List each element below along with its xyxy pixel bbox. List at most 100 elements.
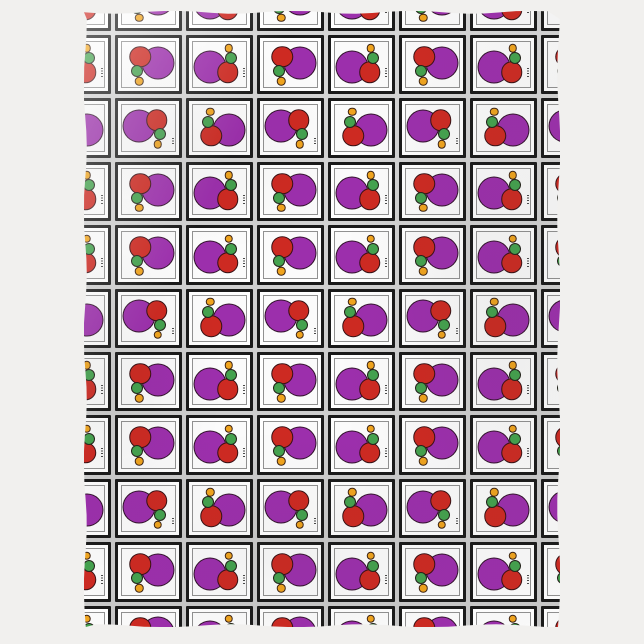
tile-frame — [399, 288, 466, 348]
tile-inner-mat — [192, 294, 247, 342]
artist-signature-mark — [243, 194, 245, 204]
tile-frame — [115, 225, 182, 285]
tile-frame — [470, 288, 537, 348]
pattern-tile-b — [84, 223, 113, 286]
tile-frame — [541, 98, 560, 158]
tile-frame — [470, 478, 537, 539]
tile-frame — [115, 35, 182, 95]
artist-signature-mark — [101, 258, 103, 268]
tile-frame — [84, 478, 111, 539]
orange-circle — [224, 44, 233, 53]
pattern-tile-d — [397, 96, 468, 159]
green-circle — [366, 369, 379, 382]
pattern-tile-a — [113, 604, 184, 627]
green-circle — [224, 559, 237, 572]
tile-inner-mat — [192, 548, 247, 596]
pattern-tile-b — [84, 540, 113, 603]
pattern-tile-a — [255, 11, 326, 33]
red-circle — [359, 61, 381, 84]
tile-inner-mat — [405, 41, 460, 89]
tile-inner-mat — [405, 358, 460, 406]
orange-circle — [206, 297, 215, 307]
tile-frame — [470, 542, 537, 602]
tile-inner-mat — [547, 611, 560, 627]
artist-signature-mark — [385, 11, 387, 14]
red-circle — [84, 378, 97, 401]
orange-circle — [206, 487, 215, 497]
green-circle — [557, 191, 560, 204]
green-circle — [508, 432, 521, 445]
green-circle — [84, 369, 95, 382]
pattern-tile-b — [184, 223, 255, 286]
artist-signature-mark — [385, 67, 387, 77]
pattern-tile-b — [326, 160, 397, 223]
tile-inner-mat — [121, 484, 176, 533]
tile-inner-mat — [121, 231, 176, 279]
tile-frame — [115, 161, 182, 222]
red-circle — [129, 616, 151, 627]
green-circle — [508, 369, 521, 382]
orange-circle — [135, 457, 144, 466]
green-circle — [557, 11, 560, 14]
orange-circle — [277, 393, 286, 403]
tile-inner-mat — [476, 231, 531, 279]
green-circle — [295, 128, 308, 141]
tile-inner-mat — [121, 41, 176, 89]
tile-frame — [257, 542, 324, 602]
artist-signature-mark — [527, 11, 529, 14]
red-circle — [413, 363, 435, 385]
red-circle — [359, 11, 381, 20]
green-circle — [153, 318, 166, 331]
tile-inner-mat — [547, 358, 560, 406]
tile-frame — [115, 415, 182, 475]
green-circle — [224, 179, 237, 192]
tile-frame — [541, 161, 560, 222]
orange-circle — [135, 13, 144, 22]
pattern-tile-c — [184, 96, 255, 159]
tile-frame — [257, 415, 324, 475]
pattern-tile-b — [468, 11, 539, 33]
artist-signature-mark — [527, 67, 529, 77]
red-circle — [501, 61, 523, 84]
pattern-tile-b — [184, 350, 255, 413]
pattern-tile-d — [113, 96, 184, 159]
red-circle — [413, 553, 435, 575]
tile-frame — [257, 225, 324, 285]
tile-frame — [470, 605, 537, 627]
tile-inner-mat — [84, 548, 105, 596]
tile-inner-mat — [192, 421, 247, 469]
tile-frame — [115, 478, 182, 539]
orange-circle — [224, 424, 233, 433]
red-circle — [484, 505, 506, 527]
red-circle — [84, 61, 97, 84]
pattern-tile-d — [539, 287, 560, 350]
pattern-tile-a — [397, 11, 468, 33]
orange-circle — [419, 583, 428, 593]
artist-signature-mark — [314, 518, 316, 527]
red-circle — [413, 173, 435, 195]
tile-frame — [470, 98, 537, 158]
pattern-tile-b — [326, 11, 397, 33]
red-circle — [271, 426, 293, 449]
pattern-tile-a — [255, 540, 326, 603]
red-circle — [342, 315, 364, 337]
artist-signature-mark — [172, 518, 174, 527]
tile-inner-mat — [121, 421, 176, 469]
orange-circle — [206, 107, 215, 116]
tile-inner-mat — [405, 548, 460, 596]
tile-inner-mat — [121, 358, 176, 406]
red-circle — [217, 188, 239, 210]
tile-inner-mat — [334, 358, 389, 406]
orange-circle — [490, 487, 499, 497]
red-circle — [555, 236, 560, 258]
green-circle — [415, 572, 428, 585]
orange-circle — [224, 234, 233, 243]
tile-frame — [541, 11, 560, 31]
tile-inner-mat — [192, 167, 247, 216]
green-circle — [437, 128, 450, 141]
orange-circle — [135, 203, 144, 213]
tile-inner-mat — [476, 294, 531, 342]
tile-frame — [470, 35, 537, 95]
tile-frame — [115, 605, 182, 627]
tile-inner-mat — [192, 11, 247, 25]
